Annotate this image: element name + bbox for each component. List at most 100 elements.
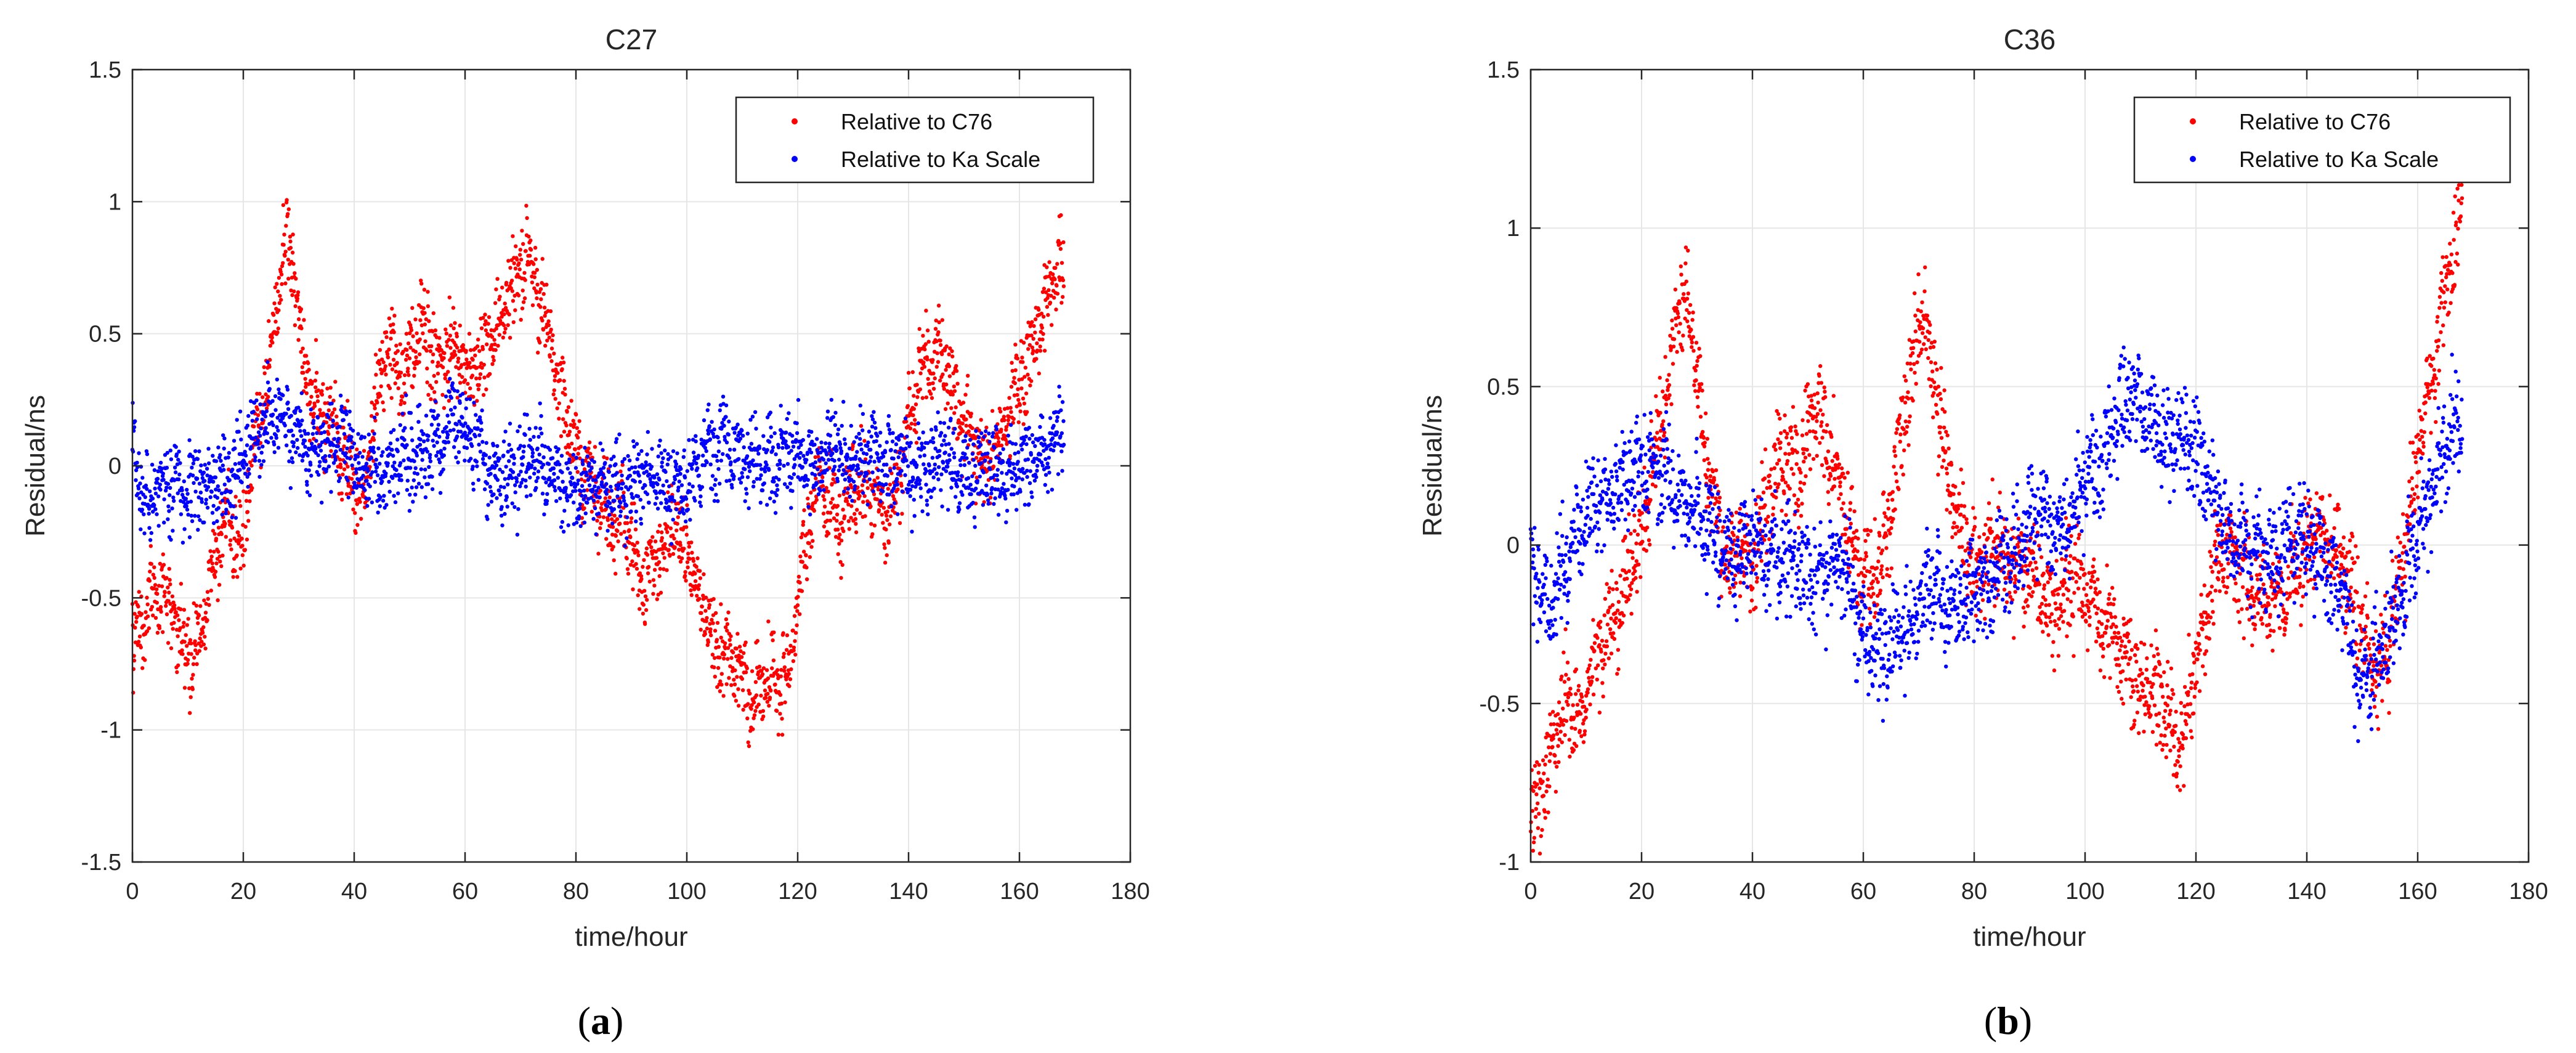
data-point [895, 482, 900, 487]
data-point [729, 469, 734, 473]
data-point [502, 312, 506, 317]
data-point [377, 362, 382, 366]
data-point [475, 399, 479, 403]
data-point [711, 597, 716, 601]
data-point [997, 440, 1001, 444]
data-point [793, 630, 798, 635]
data-point [639, 516, 643, 521]
data-point [774, 493, 779, 497]
data-point [633, 479, 638, 484]
data-point [1550, 745, 1555, 749]
data-point [593, 506, 597, 511]
data-point [1563, 627, 1568, 632]
data-point [1042, 314, 1046, 319]
data-point [985, 492, 990, 497]
data-point [1029, 452, 1034, 457]
data-point [484, 387, 488, 392]
y-tick-label: -1.5 [81, 850, 121, 876]
data-point [373, 406, 377, 410]
data-point [602, 455, 606, 460]
data-point [464, 445, 469, 450]
data-point [920, 396, 925, 400]
data-point [455, 389, 460, 394]
data-point [800, 465, 805, 470]
data-point [421, 331, 425, 336]
data-point [721, 694, 726, 698]
data-point [519, 317, 523, 322]
data-point [806, 505, 811, 509]
data-point [938, 338, 942, 343]
data-point [406, 341, 411, 346]
data-point [750, 415, 755, 419]
data-point [604, 482, 609, 486]
data-point [745, 475, 750, 479]
data-point [515, 258, 519, 262]
data-point [1541, 779, 1545, 784]
data-point [517, 424, 522, 429]
data-point [414, 485, 419, 489]
data-point [1046, 490, 1050, 494]
data-point [411, 334, 415, 338]
data-point [284, 224, 288, 228]
data-point [243, 524, 248, 529]
data-point [690, 466, 694, 471]
data-point [567, 445, 572, 449]
data-point [1560, 674, 1564, 679]
data-point [812, 442, 817, 447]
data-point [908, 426, 913, 431]
data-point [987, 431, 991, 436]
data-point [536, 476, 540, 480]
data-point [762, 481, 767, 486]
data-point [521, 242, 525, 246]
data-point [821, 494, 825, 498]
data-point [682, 475, 687, 480]
data-point [549, 346, 554, 351]
data-point [853, 487, 857, 492]
data-point [418, 402, 422, 407]
data-point [416, 481, 421, 486]
data-point [145, 614, 150, 619]
data-point [809, 490, 813, 495]
data-point [560, 519, 565, 524]
data-point [934, 471, 939, 476]
data-point [929, 495, 933, 500]
data-point [204, 601, 208, 606]
data-point [407, 356, 412, 360]
data-point [833, 472, 837, 477]
data-point [715, 620, 720, 625]
data-point [641, 505, 646, 510]
data-point [227, 450, 231, 455]
data-point [661, 551, 665, 556]
data-point [618, 500, 623, 505]
data-point [339, 465, 343, 470]
data-point [334, 469, 339, 474]
data-point [687, 545, 692, 549]
data-point [597, 495, 602, 500]
data-point [581, 462, 585, 466]
data-point [487, 315, 492, 319]
data-point [790, 489, 795, 494]
data-point [270, 335, 274, 340]
data-point [988, 467, 992, 471]
data-point [549, 359, 554, 364]
data-point [742, 445, 746, 450]
data-point [851, 479, 856, 484]
data-point [133, 419, 137, 423]
data-point [200, 640, 204, 644]
data-point [960, 493, 965, 497]
data-point [787, 411, 791, 415]
data-point [663, 470, 668, 474]
data-point [536, 351, 540, 355]
data-point [706, 431, 711, 436]
data-point [198, 518, 202, 522]
data-point [864, 452, 869, 457]
data-point [596, 486, 601, 490]
data-point [587, 461, 591, 466]
data-point [571, 452, 575, 457]
data-point [212, 550, 216, 554]
data-point [628, 473, 633, 478]
data-point [378, 461, 382, 466]
series-relative-to-c76 [1528, 158, 2465, 856]
data-point [660, 536, 665, 540]
data-point [690, 550, 694, 555]
